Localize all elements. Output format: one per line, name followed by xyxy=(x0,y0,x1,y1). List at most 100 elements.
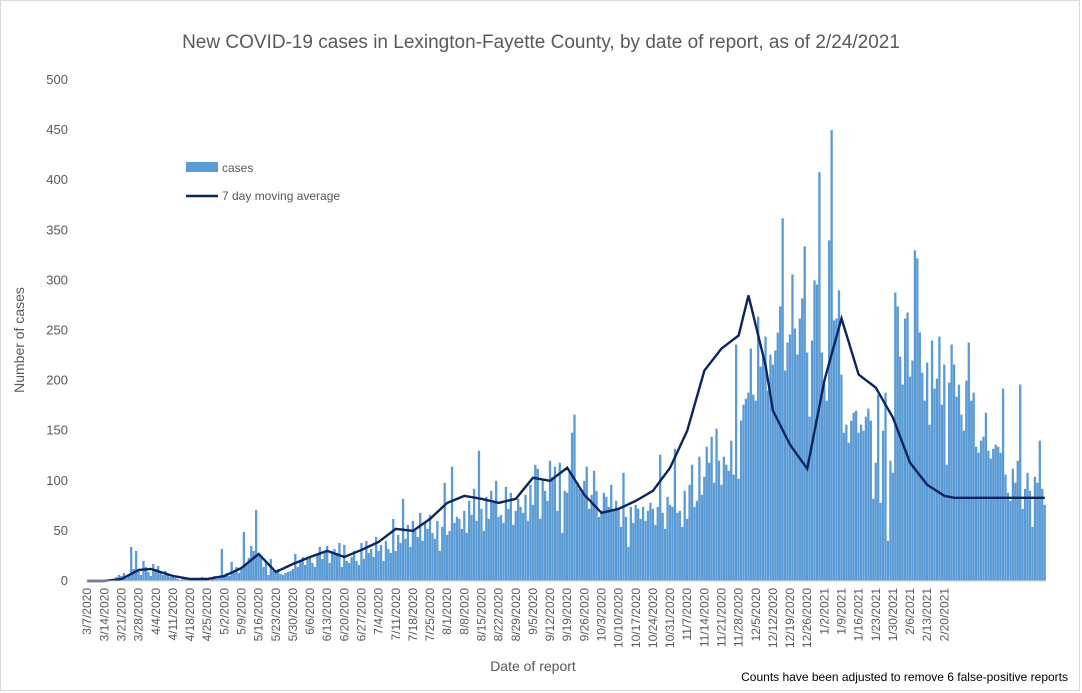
bar xyxy=(377,550,380,581)
bar xyxy=(267,574,270,581)
bar xyxy=(446,534,449,581)
bar xyxy=(891,472,895,581)
bar xyxy=(421,540,424,581)
bar xyxy=(450,466,454,581)
bar xyxy=(930,340,934,581)
bar xyxy=(149,575,152,581)
bar xyxy=(423,522,427,581)
bar xyxy=(997,446,1000,581)
bar xyxy=(316,554,319,581)
bar xyxy=(972,392,975,581)
bar xyxy=(1023,488,1027,581)
x-tick-label: 3/28/2020 xyxy=(132,588,146,642)
x-tick-label: 2/6/2021 xyxy=(903,588,917,635)
bar xyxy=(220,548,223,581)
bar xyxy=(867,408,870,581)
bar xyxy=(881,430,885,581)
bar xyxy=(460,528,463,581)
bar xyxy=(835,318,838,581)
bar xyxy=(512,524,515,581)
y-tick-label: 100 xyxy=(46,473,68,488)
legend-swatch-cases xyxy=(186,162,218,172)
x-axis-title: Date of report xyxy=(490,658,576,674)
bar xyxy=(766,390,770,581)
bar xyxy=(759,366,762,581)
bar xyxy=(228,575,231,581)
bar xyxy=(127,573,130,581)
bar xyxy=(825,400,828,581)
bar xyxy=(328,562,331,581)
bar xyxy=(299,560,302,581)
bar xyxy=(1031,526,1034,581)
x-tick-label: 6/20/2020 xyxy=(337,588,351,642)
bar xyxy=(837,290,841,581)
bar xyxy=(749,348,752,581)
bar xyxy=(1014,482,1017,581)
bar xyxy=(252,550,255,581)
x-tick-label: 12/26/2020 xyxy=(800,588,814,648)
bar xyxy=(431,532,434,581)
bar xyxy=(810,340,814,581)
bar xyxy=(482,530,486,581)
legend-label-cases: cases xyxy=(222,161,253,175)
bar xyxy=(1043,504,1046,581)
bar xyxy=(406,524,410,581)
bar xyxy=(463,510,466,581)
bar xyxy=(590,494,593,581)
bar xyxy=(690,464,694,581)
x-tick-label: 4/25/2020 xyxy=(200,588,214,642)
bar xyxy=(695,500,699,581)
bar xyxy=(639,518,642,581)
bar xyxy=(443,482,446,581)
bar xyxy=(1026,472,1029,581)
bar xyxy=(578,488,581,581)
x-tick-label: 1/9/2021 xyxy=(835,588,849,635)
bar xyxy=(722,456,726,581)
bar xyxy=(352,550,356,581)
bar xyxy=(727,470,730,581)
bar xyxy=(798,318,801,581)
bar xyxy=(627,546,630,581)
x-tick-label: 12/19/2020 xyxy=(783,588,797,648)
bar xyxy=(661,512,664,581)
bar xyxy=(607,506,610,581)
bar xyxy=(857,432,860,581)
bar xyxy=(414,530,417,581)
bar xyxy=(651,508,655,581)
bar xyxy=(125,577,128,581)
bar xyxy=(668,504,672,581)
bar xyxy=(641,506,645,581)
y-tick-label: 400 xyxy=(46,172,68,187)
bar xyxy=(894,292,897,581)
bar xyxy=(335,552,339,581)
bar xyxy=(646,510,650,581)
bar xyxy=(502,522,505,581)
bar xyxy=(499,514,503,581)
bar xyxy=(896,306,899,581)
bar xyxy=(950,344,953,581)
bar xyxy=(708,462,711,581)
bar xyxy=(1036,482,1039,581)
bar xyxy=(850,420,853,581)
bar xyxy=(157,565,160,581)
bar xyxy=(720,484,723,581)
bar xyxy=(313,566,317,581)
bar xyxy=(524,494,527,581)
bar xyxy=(592,470,596,581)
x-tick-label: 5/30/2020 xyxy=(286,588,300,642)
bar xyxy=(673,448,677,581)
bar xyxy=(629,506,632,581)
bar xyxy=(982,436,985,581)
x-tick-label: 8/8/2020 xyxy=(457,588,471,635)
bar xyxy=(401,498,405,581)
bar xyxy=(791,274,794,581)
bar xyxy=(183,579,187,581)
bar xyxy=(296,566,299,581)
bar xyxy=(828,240,831,581)
bar xyxy=(774,350,777,581)
bar xyxy=(730,440,733,581)
bar xyxy=(786,342,789,581)
bar xyxy=(943,364,946,581)
bar xyxy=(543,490,547,581)
